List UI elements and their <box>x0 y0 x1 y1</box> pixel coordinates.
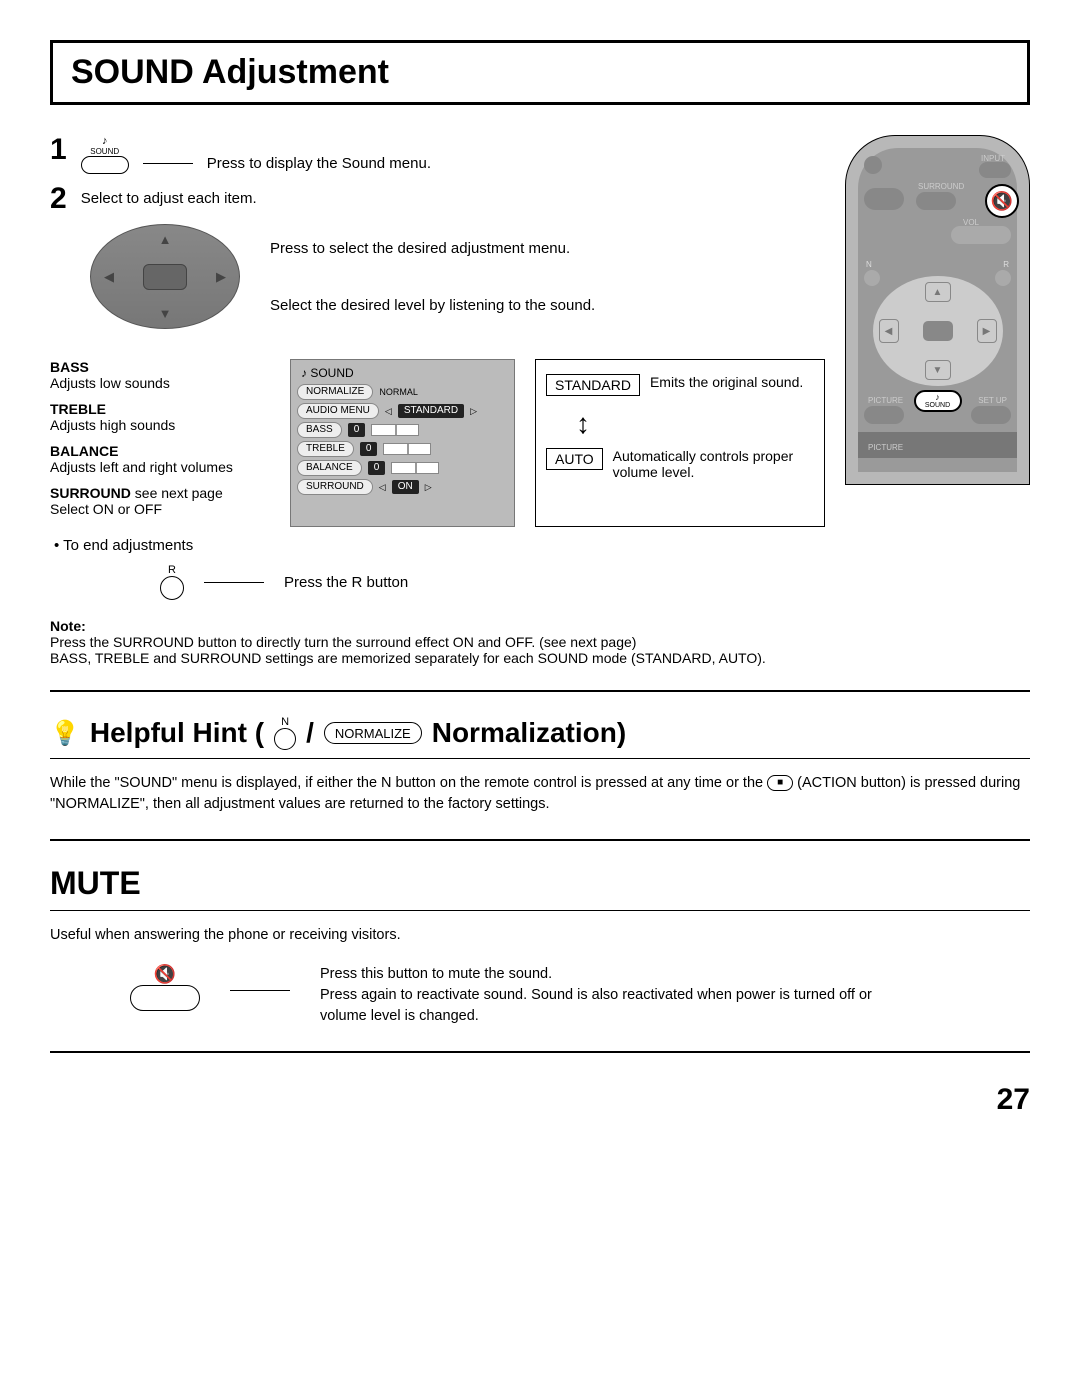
menu-row-audio: AUDIO MENU ◁ STANDARD ▷ <box>297 403 508 419</box>
remote-dpad: ▲ ▼ ◀ ▶ <box>873 276 1003 386</box>
r-button-graphic: R <box>160 564 184 600</box>
auto-row: AUTO Automatically controls proper volum… <box>546 448 814 480</box>
dpad-row: ▲ ▼ ◀ ▶ Press to select the desired adju… <box>90 224 825 329</box>
dpad-graphic: ▲ ▼ ◀ ▶ <box>90 224 240 329</box>
step-2-num: 2 <box>50 184 67 214</box>
page-title: SOUND Adjustment <box>71 53 1009 92</box>
page-number: 27 <box>50 1083 1030 1117</box>
divider-3 <box>50 1051 1030 1053</box>
step-2-desc: Select to adjust each item. <box>81 190 257 207</box>
sound-button-graphic: ♪ SOUND <box>81 135 129 174</box>
divider-mute <box>50 910 1030 911</box>
menu-row-bass: BASS 0 <box>297 422 508 438</box>
bulb-icon: 💡 <box>50 719 80 748</box>
sound-btn-label: SOUND <box>90 147 119 156</box>
step-2: 2 Select to adjust each item. <box>50 184 825 214</box>
n-button-graphic: N <box>274 716 296 750</box>
mute-intro: Useful when answering the phone or recei… <box>50 925 1030 946</box>
menu-row-treble: TREBLE 0 <box>297 441 508 457</box>
menu-title: ♪ SOUND <box>297 366 508 380</box>
sound-button-callout: ♪ SOUND <box>914 390 962 412</box>
step-1-num: 1 <box>50 135 67 165</box>
auto-label: AUTO <box>546 448 603 470</box>
remote-illustration: INPUT SURROUND 🔇 VOL N R ▲ ▼ ◀ ▶ PICTURE… <box>845 135 1030 485</box>
balance-label: BALANCE Adjusts left and right volumes <box>50 443 270 475</box>
menu-row-normalize: NORMALIZE NORMAL <box>297 384 508 400</box>
normalize-pill: NORMALIZE <box>324 722 422 744</box>
mute-button-graphic: 🔇 <box>130 964 200 1011</box>
standard-label: STANDARD <box>546 374 640 396</box>
param-section: BASS Adjusts low sounds TREBLE Adjusts h… <box>50 359 825 527</box>
mute-row: 🔇 Press this button to mute the sound. P… <box>130 964 1030 1027</box>
mute-desc: Press this button to mute the sound. Pre… <box>320 964 920 1027</box>
note-line2: BASS, TREBLE and SURROUND settings are m… <box>50 650 766 666</box>
content-area: 1 ♪ SOUND Press to display the Sound men… <box>50 135 1030 666</box>
osd-menu-panel: ♪ SOUND NORMALIZE NORMAL AUDIO MENU ◁ ST… <box>290 359 515 527</box>
end-adjustments-bullet: • To end adjustments <box>54 537 825 554</box>
title-box: SOUND Adjustment <box>50 40 1030 105</box>
step-1: 1 ♪ SOUND Press to display the Sound men… <box>50 135 825 174</box>
note-line1: Press the SURROUND button to directly tu… <box>50 634 636 650</box>
note-heading: Note: <box>50 618 86 634</box>
standard-row: STANDARD Emits the original sound. <box>546 374 814 396</box>
surround-label: SURROUND see next page Select ON or OFF <box>50 485 270 517</box>
mute-button-callout: 🔇 <box>985 184 1019 218</box>
dpad-desc-1: Press to select the desired adjustment m… <box>270 235 595 262</box>
dpad-desc-2: Select the desired level by listening to… <box>270 292 595 319</box>
divider-hint <box>50 758 1030 759</box>
divider-2 <box>50 839 1030 841</box>
r-button-row: R Press the R button <box>160 564 825 600</box>
mute-icon: 🔇 <box>991 191 1013 212</box>
left-column: 1 ♪ SOUND Press to display the Sound men… <box>50 135 825 666</box>
bass-label: BASS Adjusts low sounds <box>50 359 270 391</box>
menu-row-balance: BALANCE 0 <box>297 460 508 476</box>
auto-desc: Automatically controls proper volume lev… <box>613 448 814 480</box>
hint-body: While the "SOUND" menu is displayed, if … <box>50 773 1030 815</box>
sound-oval-icon <box>81 156 129 174</box>
treble-label: TREBLE Adjusts high sounds <box>50 401 270 433</box>
standard-desc: Emits the original sound. <box>650 374 803 390</box>
hint-suffix: Normalization) <box>432 717 626 749</box>
updown-arrow-icon: ↕ <box>576 408 814 440</box>
r-button-desc: Press the R button <box>284 574 408 591</box>
param-labels: BASS Adjusts low sounds TREBLE Adjusts h… <box>50 359 270 527</box>
mute-icon-large: 🔇 <box>154 964 176 985</box>
step-1-desc: Press to display the Sound menu. <box>207 155 431 172</box>
audio-mode-box: STANDARD Emits the original sound. ↕ AUT… <box>535 359 825 527</box>
dpad-descriptions: Press to select the desired adjustment m… <box>270 235 595 319</box>
hint-header: 💡 Helpful Hint ( N / NORMALIZE Normaliza… <box>50 716 1030 750</box>
action-button-icon: ■ <box>767 775 793 791</box>
menu-row-surround: SURROUND ◁ ON ▷ <box>297 479 508 495</box>
divider-1 <box>50 690 1030 692</box>
note-block: Note: Press the SURROUND button to direc… <box>50 618 825 666</box>
slash: / <box>306 717 314 749</box>
mute-title: MUTE <box>50 865 1030 902</box>
hint-prefix: Helpful Hint ( <box>90 717 264 749</box>
